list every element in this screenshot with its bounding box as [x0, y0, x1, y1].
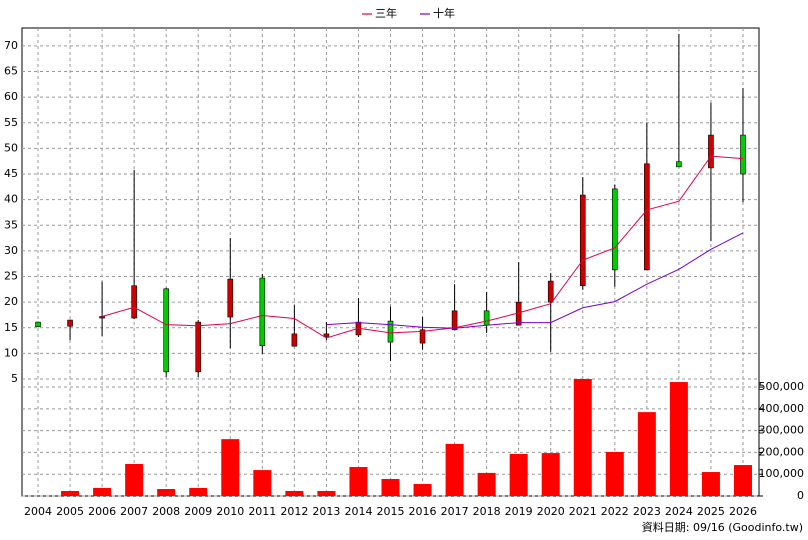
volume-bar — [669, 382, 688, 496]
candle-body — [612, 188, 618, 271]
volume-bar — [733, 465, 752, 496]
ma-line — [326, 232, 744, 329]
x-tick-label: 2009 — [184, 505, 212, 518]
candle-body — [323, 333, 330, 337]
x-tick-label: 2017 — [441, 505, 469, 518]
x-tick-label: 2022 — [601, 505, 629, 518]
y2-tick-label: 300,000 — [759, 424, 805, 437]
x-tick-label: 2013 — [312, 505, 340, 518]
volume-bar — [125, 463, 144, 496]
candle-body — [451, 310, 458, 331]
x-tick-label: 2023 — [633, 505, 661, 518]
y-tick-label: 60 — [4, 90, 18, 103]
candle-body — [708, 134, 714, 169]
volume-bar — [445, 443, 464, 496]
candle-body — [419, 329, 426, 344]
candle-body — [163, 288, 169, 373]
x-tick-label: 2005 — [56, 505, 84, 518]
candle-body — [291, 333, 298, 347]
candle-body — [547, 280, 554, 303]
candle-body — [483, 310, 490, 326]
volume-bar — [637, 412, 656, 496]
x-tick-label: 2020 — [537, 505, 565, 518]
x-tick-label: 2006 — [88, 505, 116, 518]
x-tick-label: 2004 — [24, 505, 52, 518]
volume-bar — [509, 453, 528, 496]
y-tick-label: 45 — [4, 167, 18, 180]
y-tick-label: 40 — [4, 193, 18, 206]
y-tick-label: 5 — [11, 372, 18, 385]
y-tick-label: 70 — [4, 39, 18, 52]
x-tick-label: 2008 — [152, 505, 180, 518]
footnote: 資料日期: 09/16 (Goodinfo.tw) — [642, 520, 803, 534]
volume-bar — [157, 489, 176, 496]
y2-tick-label: 100,000 — [759, 467, 805, 480]
volume-bar — [93, 487, 112, 496]
volume-bar — [573, 379, 592, 496]
x-tick-label: 2011 — [248, 505, 276, 518]
candle-body — [99, 316, 105, 319]
x-tick-label: 2012 — [280, 505, 308, 518]
volume-bar — [189, 487, 208, 496]
candle-body — [227, 278, 234, 318]
candle-body — [387, 320, 394, 343]
candle-body — [644, 163, 650, 271]
y2-tick-label: 400,000 — [759, 402, 805, 415]
x-tick-label: 2016 — [409, 505, 437, 518]
candle-body — [579, 194, 586, 287]
candle-body — [195, 321, 202, 373]
volume-bar — [349, 467, 368, 496]
x-tick-label: 2007 — [120, 505, 148, 518]
volume-bar — [381, 479, 400, 496]
legend-label: 十年 — [433, 6, 455, 20]
x-tick-label: 2018 — [473, 505, 501, 518]
volume-bar — [541, 453, 560, 496]
x-tick-label: 2025 — [697, 505, 725, 518]
x-tick-label: 2015 — [377, 505, 405, 518]
y-tick-label: 10 — [4, 346, 18, 359]
volume-bar — [605, 451, 624, 496]
y-tick-label: 25 — [4, 270, 18, 283]
y-tick-label: 20 — [4, 295, 18, 308]
y-tick-label: 55 — [4, 116, 18, 129]
x-tick-label: 2021 — [569, 505, 597, 518]
y2-tick-label: 0 — [797, 489, 804, 502]
volume-bar — [701, 472, 720, 496]
y2-tick-label: 200,000 — [759, 445, 805, 458]
volume-bar — [61, 490, 80, 496]
volume-bar — [317, 490, 336, 496]
volume-bar — [221, 439, 240, 496]
candle-body — [35, 321, 41, 328]
legend-label: 三年 — [375, 6, 397, 20]
y-tick-label: 15 — [4, 321, 18, 334]
y-tick-label: 50 — [4, 141, 18, 154]
x-tick-label: 2026 — [729, 505, 757, 518]
candle-body — [131, 285, 137, 319]
volume-bar — [285, 490, 304, 496]
x-tick-label: 2010 — [216, 505, 244, 518]
candle-body — [740, 134, 746, 175]
y-tick-label: 30 — [4, 244, 18, 257]
candle-body — [67, 319, 73, 327]
y-tick-label: 35 — [4, 218, 18, 231]
candle-body — [259, 277, 266, 346]
ma-line — [101, 155, 744, 339]
x-tick-label: 2014 — [344, 505, 372, 518]
volume-bar — [477, 472, 496, 496]
x-tick-label: 2019 — [505, 505, 533, 518]
volume-bar — [253, 470, 272, 496]
y2-tick-label: 500,000 — [759, 380, 805, 393]
candle-body — [676, 161, 682, 168]
volume-bar — [413, 484, 432, 496]
y-tick-label: 65 — [4, 65, 18, 78]
x-tick-label: 2024 — [665, 505, 693, 518]
